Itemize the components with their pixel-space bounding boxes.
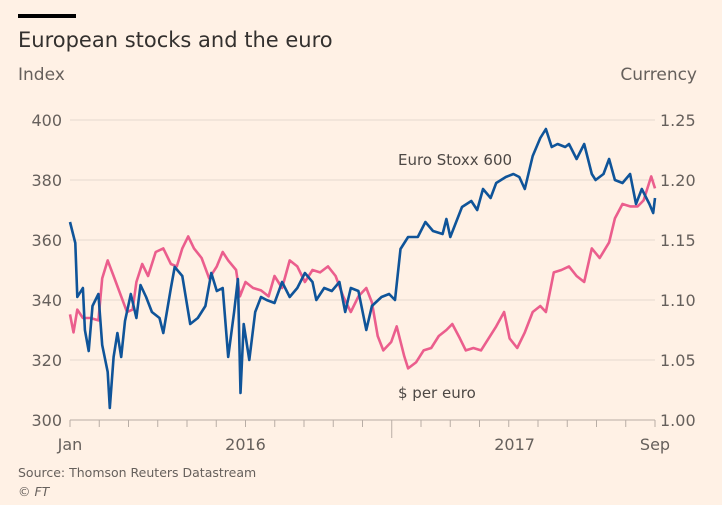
euro-stoxx-600-line bbox=[68, 127, 657, 410]
left-tick-label: 360 bbox=[31, 231, 62, 250]
title-bar-decoration bbox=[18, 14, 76, 18]
ft-credit: © FT bbox=[18, 484, 51, 499]
x-tick-label: 2016 bbox=[225, 435, 266, 454]
right-tick-label: 1.00 bbox=[660, 411, 696, 430]
x-axis: Jan 2016 2017 Sep bbox=[57, 420, 670, 454]
left-tick-label: 400 bbox=[31, 111, 62, 130]
left-tick-label: 320 bbox=[31, 351, 62, 370]
left-axis-label: Index bbox=[18, 65, 65, 85]
right-axis-label: Currency bbox=[620, 65, 697, 85]
right-tick-label: 1.05 bbox=[660, 351, 696, 370]
left-tick-label: 380 bbox=[31, 171, 62, 190]
right-tick-label: 1.10 bbox=[660, 291, 696, 310]
left-tick-label: 340 bbox=[31, 291, 62, 310]
x-tick-label: Sep bbox=[640, 435, 670, 454]
right-tick-label: 1.15 bbox=[660, 231, 696, 250]
right-tick-label: 1.20 bbox=[660, 171, 696, 190]
x-tick-label: 2017 bbox=[494, 435, 535, 454]
series-lines bbox=[68, 127, 657, 410]
annotation-euro-stoxx: Euro Stoxx 600 bbox=[398, 151, 512, 169]
dollar-per-euro-line bbox=[68, 175, 657, 370]
right-tick-label: 1.25 bbox=[660, 111, 696, 130]
left-axis-ticks: 400 380 360 340 320 300 bbox=[31, 111, 62, 430]
right-axis-ticks: 1.25 1.20 1.15 1.10 1.05 1.00 bbox=[660, 111, 696, 430]
chart-title: European stocks and the euro bbox=[18, 28, 333, 52]
x-tick-label: Jan bbox=[57, 435, 83, 454]
annotation-dollar-per-euro: $ per euro bbox=[398, 384, 476, 402]
left-tick-label: 300 bbox=[31, 411, 62, 430]
source-note: Source: Thomson Reuters Datastream bbox=[18, 465, 256, 480]
